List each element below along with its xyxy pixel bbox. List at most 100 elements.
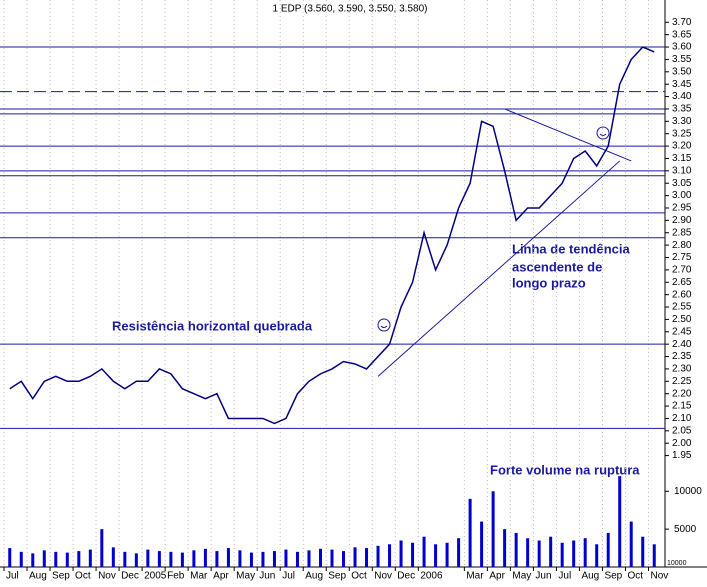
y-tick-label: 2.85 <box>672 227 692 238</box>
x-tick-label: 2006 <box>420 571 443 582</box>
y-tick-label: 2.20 <box>672 388 692 399</box>
volume-bar <box>192 550 196 567</box>
y-tick-label: 2.65 <box>672 277 692 288</box>
x-tick-label: Aug <box>29 571 47 582</box>
y-tick-label: 2.95 <box>672 203 692 214</box>
volume-bar <box>618 476 622 567</box>
volume-scale-note: 10000 <box>667 560 687 567</box>
trend-line <box>377 160 621 377</box>
volume-bar <box>111 547 115 567</box>
volume-bar <box>491 491 495 567</box>
volume-bar <box>388 544 392 567</box>
volume-bar <box>342 551 346 567</box>
y-tick-label: 3.35 <box>672 104 692 115</box>
y-tick-label: 2.50 <box>672 314 692 325</box>
y-tick-label: 2.75 <box>672 252 692 263</box>
price-line <box>9 46 655 425</box>
volume-bar <box>238 550 242 567</box>
volume-bar <box>42 550 46 567</box>
y-tick-label: 2.90 <box>672 215 692 226</box>
annotation: Resistência horizontal quebrada <box>112 318 313 333</box>
y2-tick-label: 5000 <box>674 524 697 535</box>
chart-title: 1 EDP (3.560, 3.590, 3.550, 3.580) <box>273 4 428 15</box>
volume-bar <box>330 549 334 567</box>
volume-bar <box>157 551 161 567</box>
y-tick-label: 3.20 <box>672 141 692 152</box>
volume-bar <box>353 547 357 567</box>
volume-bar <box>203 548 207 567</box>
x-tick-label: Dec <box>397 571 415 582</box>
volume-bar <box>54 551 58 567</box>
volume-bar <box>272 551 276 567</box>
y-tick-label: 3.25 <box>672 128 692 139</box>
x-tick-label: Jul <box>558 571 571 582</box>
y-tick-label: 3.30 <box>672 116 692 127</box>
x-tick-label: Jul <box>6 571 19 582</box>
volume-bar <box>365 548 369 567</box>
volume-bar <box>399 540 403 567</box>
y-tick-label: 2.70 <box>672 265 692 276</box>
y-tick-label: 2.30 <box>672 364 692 375</box>
volume-bar <box>526 538 530 567</box>
y-tick-label: 3.10 <box>672 165 692 176</box>
x-tick-label: Oct <box>75 571 91 582</box>
volume-bar <box>100 529 104 567</box>
x-tick-label: Dec <box>121 571 139 582</box>
x-tick-label: Jul <box>282 571 295 582</box>
y-tick-label: 2.35 <box>672 351 692 362</box>
volume-bar <box>641 536 645 567</box>
volume-bar <box>583 538 587 567</box>
y-tick-label: 3.00 <box>672 190 692 201</box>
x-tick-label: Aug <box>581 571 599 582</box>
x-tick-label: Aug <box>305 571 323 582</box>
volume-bar <box>318 548 322 567</box>
x-tick-label: May <box>236 571 255 582</box>
x-tick-label: Apr <box>213 571 229 582</box>
x-tick-label: Oct <box>627 571 643 582</box>
y-tick-label: 3.45 <box>672 79 692 90</box>
x-tick-label: Feb <box>167 571 185 582</box>
annotation: ascendente de <box>512 259 602 274</box>
x-tick-label: Nov <box>374 571 392 582</box>
x-tick-label: Nov <box>650 571 668 582</box>
volume-bar <box>549 536 553 567</box>
volume-bar <box>19 551 23 567</box>
y-tick-label: 2.40 <box>672 339 692 350</box>
volume-bar <box>376 545 380 567</box>
volume-bar <box>606 532 610 567</box>
x-tick-label: Nov <box>98 571 116 582</box>
x-tick-label: May <box>512 571 531 582</box>
volume-bar <box>169 551 173 567</box>
volume-bar <box>457 538 461 567</box>
y-tick-label: 3.70 <box>672 17 692 28</box>
volume-bar <box>8 548 12 567</box>
y-tick-label: 2.00 <box>672 438 692 449</box>
y-tick-label: 2.55 <box>672 302 692 313</box>
annotation: Forte volume na ruptura <box>490 462 640 477</box>
volume-bar <box>180 552 184 567</box>
y-tick-label: 3.50 <box>672 66 692 77</box>
volume-bar <box>468 498 472 567</box>
y-tick-label: 1.95 <box>672 450 692 461</box>
volume-bar <box>572 540 576 567</box>
x-tick-label: Oct <box>351 571 367 582</box>
y-tick-label: 3.60 <box>672 42 692 53</box>
annotation: longo prazo <box>512 275 586 290</box>
volume-bar <box>261 551 265 567</box>
volume-bar <box>88 549 92 567</box>
x-tick-label: Sep <box>328 571 346 582</box>
volume-bar <box>480 521 484 567</box>
y-tick-label: 2.10 <box>672 413 692 424</box>
volume-bar <box>307 550 311 567</box>
y-tick-label: 3.40 <box>672 91 692 102</box>
volume-bar <box>503 529 507 567</box>
volume-bar <box>595 544 599 567</box>
volume-bar <box>134 553 138 567</box>
volume-bar <box>411 542 415 567</box>
volume-bar <box>295 551 299 567</box>
volume-bar <box>422 536 426 567</box>
x-tick-label: Jun <box>259 571 275 582</box>
volume-bar <box>652 544 656 567</box>
volume-bar <box>146 549 150 567</box>
